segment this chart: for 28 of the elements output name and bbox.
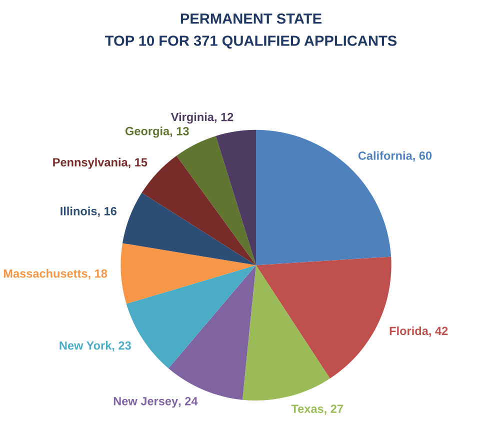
data-label: , 60 (413, 152, 432, 162)
pie-slice (256, 256, 392, 379)
slice-label: Illinois (60, 206, 97, 216)
chart-subtitle: TOP 10 FOR 371 QUALIFIED APPLICANTS (105, 36, 397, 49)
data-label: , 12 (214, 112, 234, 123)
pie-slice (120, 243, 256, 304)
slice-label: California (358, 151, 412, 160)
slice-label: New Jersey (114, 397, 178, 408)
pie-slice (216, 130, 256, 266)
slice-label: Massachusetts (4, 269, 88, 278)
slice-label: Florida (390, 326, 428, 336)
pie-slice (122, 192, 256, 266)
data-label: , 24 (178, 396, 198, 408)
data-label: , 13 (170, 126, 189, 138)
slice-label: New York (60, 341, 112, 350)
data-label: , 42 (429, 326, 448, 337)
data-label: , 15 (128, 158, 148, 168)
pie-slice (242, 265, 330, 401)
slice-label: Pennsylvania (53, 158, 128, 169)
data-label: , 27 (324, 404, 343, 415)
slice-label: Georgia (125, 126, 170, 138)
data-label: , 18 (88, 269, 108, 280)
slice-label: Virginia (170, 112, 214, 124)
data-label: , 16 (98, 206, 117, 218)
data-label: , 23 (112, 341, 131, 352)
pie-slice (176, 136, 256, 266)
slice-label: Texas (291, 404, 324, 413)
chart-title: PERMANENT STATE (180, 13, 322, 24)
